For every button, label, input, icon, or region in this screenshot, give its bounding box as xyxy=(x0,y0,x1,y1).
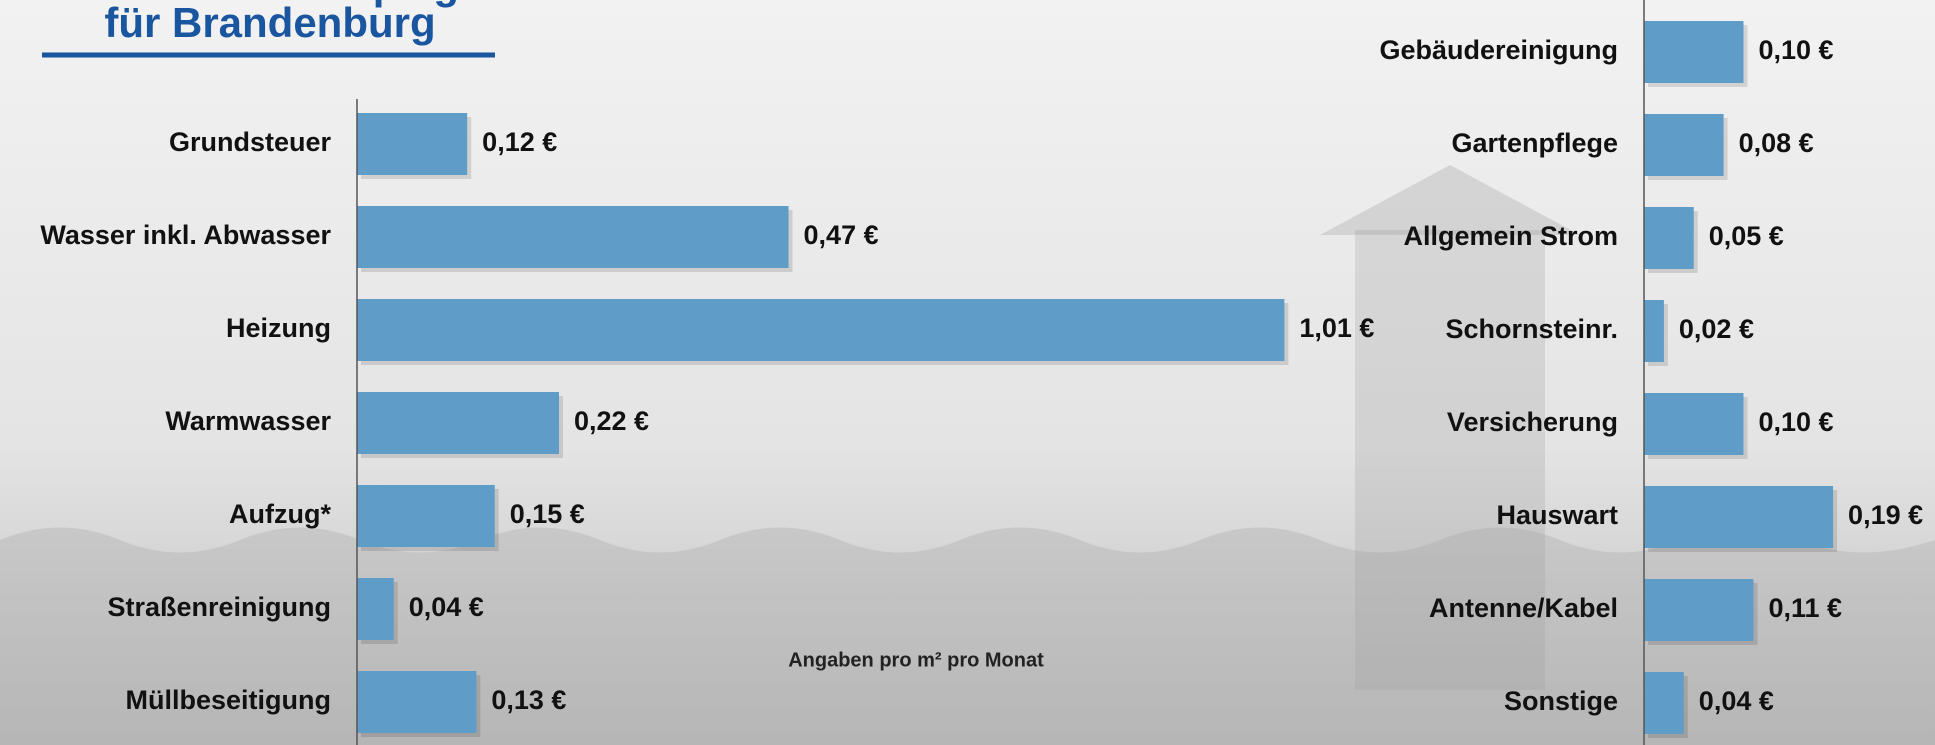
subtitle: für Brandenburg xyxy=(104,0,435,46)
value-label: 0,12 € xyxy=(482,127,557,157)
bar xyxy=(357,671,477,733)
bar xyxy=(357,206,789,268)
bar xyxy=(1644,207,1694,269)
value-label: 0,02 € xyxy=(1679,314,1754,344)
value-label: 0,13 € xyxy=(491,685,566,715)
bar xyxy=(357,485,495,547)
bar xyxy=(1644,300,1664,362)
bar xyxy=(1644,672,1684,734)
bar xyxy=(357,299,1285,361)
value-label: 0,22 € xyxy=(574,406,649,436)
value-label: 0,05 € xyxy=(1709,221,1784,251)
category-label: Aufzug* xyxy=(229,499,331,529)
value-label: 0,04 € xyxy=(1699,686,1774,716)
value-label: 0,10 € xyxy=(1759,35,1834,65)
value-label: 0,19 € xyxy=(1848,500,1923,530)
category-label: Heizung xyxy=(226,313,331,343)
category-label: Sonstige xyxy=(1504,686,1618,716)
category-label: Warmwasser xyxy=(165,406,331,436)
category-label: Schornsteinr. xyxy=(1445,314,1618,344)
bar xyxy=(357,392,559,454)
value-label: 1,01 € xyxy=(1299,313,1374,343)
category-label: Gebäudereinigung xyxy=(1379,35,1618,65)
note: Angaben pro m² pro Monat xyxy=(788,649,1044,671)
bar xyxy=(357,113,468,175)
bar xyxy=(1644,21,1744,83)
category-label: Hauswart xyxy=(1496,500,1618,530)
category-label: Straßenreinigung xyxy=(107,592,331,622)
bar xyxy=(1644,393,1744,455)
value-label: 0,08 € xyxy=(1739,128,1814,158)
category-label: Müllbeseitigung xyxy=(126,685,332,715)
value-label: 0,10 € xyxy=(1759,407,1834,437)
category-label: Grundsteuer xyxy=(169,127,332,157)
roof-silhouette xyxy=(0,527,1935,745)
bar xyxy=(1644,486,1834,548)
chimney xyxy=(1355,230,1545,690)
bar xyxy=(1644,579,1754,641)
category-label: Versicherung xyxy=(1447,407,1618,437)
value-label: 0,04 € xyxy=(409,592,484,622)
category-label: Gartenpflege xyxy=(1451,128,1618,158)
value-label: 0,47 € xyxy=(804,220,879,250)
bar xyxy=(357,578,394,640)
chimney-cap xyxy=(1320,165,1580,235)
bar xyxy=(1644,114,1724,176)
title: Betriebskostenspiegel xyxy=(46,0,494,8)
category-label: Wasser inkl. Abwasser xyxy=(40,220,331,250)
value-label: 0,11 € xyxy=(1768,593,1842,623)
category-label: Antenne/Kabel xyxy=(1429,593,1618,623)
category-label: Allgemein Strom xyxy=(1403,221,1618,251)
value-label: 0,15 € xyxy=(510,499,585,529)
